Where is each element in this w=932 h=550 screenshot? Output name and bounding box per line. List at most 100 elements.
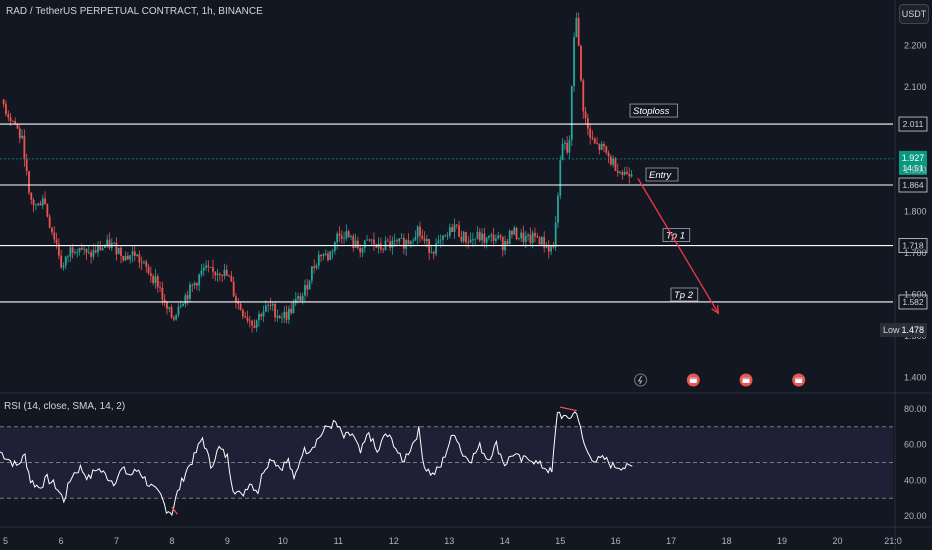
candle-body [396,240,398,242]
candle-body [419,226,421,236]
candle-body [515,227,518,240]
candle-body [87,252,90,254]
candle-body [405,239,408,249]
low-marker: Low 1.478 [880,323,927,337]
level-label-text: Tp 2 [674,290,694,301]
candle-body [596,143,598,145]
candle-body [32,199,35,206]
candle-body [205,265,207,268]
candle-body [90,252,92,257]
level-price-tag: 1.718 [898,238,928,253]
candle-body [53,232,56,240]
low-label: Low [883,325,900,335]
candle-body [540,236,543,245]
currency-button[interactable]: USDT [899,4,929,24]
time-tick-label: 14 [500,536,510,546]
candle-body [156,276,159,288]
price-tick-label: 2.200 [904,41,927,51]
candle-body [44,198,46,205]
candle-body [623,171,626,175]
candle-body [317,254,320,266]
candle-body [161,287,164,300]
candle-body [92,250,95,257]
level-price-tag: 2.011 [898,116,928,132]
level-price-tag-text: 1.718 [902,241,924,251]
candle-body [320,254,322,257]
level-price-tag: 1.582 [898,294,928,310]
candle-body [580,45,582,81]
price-tick-label: 1.900 [904,165,927,175]
candle-body [462,231,465,242]
candle-body [232,281,235,297]
candle-body [198,274,201,286]
price-tick-label: 1.800 [904,207,927,217]
candle-body [244,316,247,318]
candle-body [177,306,180,316]
candle-body [216,273,219,276]
candle-body [14,121,17,125]
candle-body [297,296,299,299]
candle-body [573,37,575,87]
candle-body [76,251,79,253]
candle-body [524,236,527,242]
candle-body [324,253,327,255]
calendar-flag-icon [686,373,700,387]
candle-body [136,254,138,256]
candle-body [347,231,350,238]
candle-body [264,305,267,312]
candle-body [67,256,69,258]
candle-body [545,245,548,248]
level-price-tag-box [898,238,928,253]
candle-body [179,305,182,307]
candle-body [444,235,447,237]
candle-body [37,203,40,205]
level-label: Tp 2 [670,287,699,302]
candle-body [451,227,454,232]
candle-body [30,192,33,200]
candle-body [120,247,122,256]
candle-body [465,231,467,243]
candle-body [108,239,111,248]
candle-body [373,239,375,245]
candle-body [605,146,608,153]
candle-body [147,266,150,274]
candles-group [2,12,633,333]
candle-body [352,236,355,249]
candle-body [85,248,88,253]
candle-body [460,236,463,242]
candle-body [333,242,336,251]
candle-body [283,311,286,318]
candle-body [469,239,472,243]
candle-body [78,247,81,252]
candle-body [55,239,58,244]
candle-body [575,17,578,38]
candle-body [488,236,490,238]
candle-body [182,303,184,306]
candle-body [97,245,99,253]
candle-body [225,269,228,276]
levels-group: 2.011 Stoploss 1.864 Entry 1.718 Tp 1 1.582 Tp … [0,103,928,310]
level-price-tag-box [898,116,928,132]
candle-body [122,255,125,261]
candle-body [149,273,152,276]
candle-body [315,265,318,268]
candle-body [356,240,359,248]
candle-body [172,317,175,320]
candle-body [175,315,178,320]
event-icons-group [634,373,806,387]
candle-body [435,243,437,254]
candle-body [529,234,532,244]
candle-body [106,239,109,247]
time-tick-label: 12 [389,536,399,546]
candle-body [589,128,592,138]
candle-body [145,261,148,267]
time-tick-label: 13 [444,536,454,546]
calendar-flag-icon [739,373,753,387]
candle-body [290,308,293,313]
candle-body [214,271,217,276]
candle-body [366,239,368,241]
candle-body [402,238,405,249]
candle-body [11,121,14,122]
candle-body [536,236,539,238]
